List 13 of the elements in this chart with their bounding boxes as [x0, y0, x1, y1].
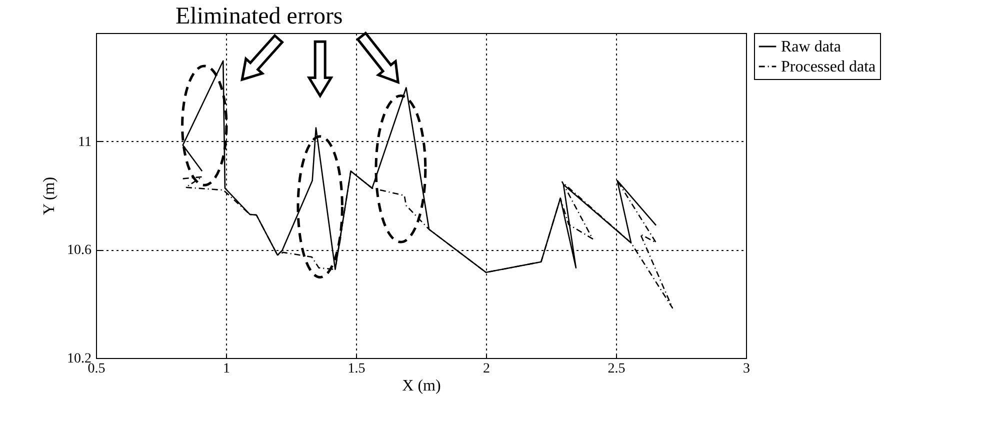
- x-tick-label: 1: [223, 362, 230, 376]
- y-tick-label: 10.6: [67, 243, 92, 258]
- x-tick-label: 2: [483, 362, 490, 376]
- x-tick-label: 0.5: [88, 362, 106, 376]
- x-axis-title: X (m): [402, 378, 441, 394]
- x-tick-label: 3: [743, 362, 750, 376]
- text: Eliminated errors: [176, 4, 343, 30]
- legend-label: Raw data: [781, 38, 841, 56]
- x-tick-label: 2.5: [608, 362, 626, 376]
- x-tick-label: 1.5: [348, 362, 366, 376]
- y-axis-title: Y (m): [41, 176, 58, 216]
- y-tick-label: 11: [78, 134, 92, 150]
- legend-label: Processed data: [781, 58, 876, 76]
